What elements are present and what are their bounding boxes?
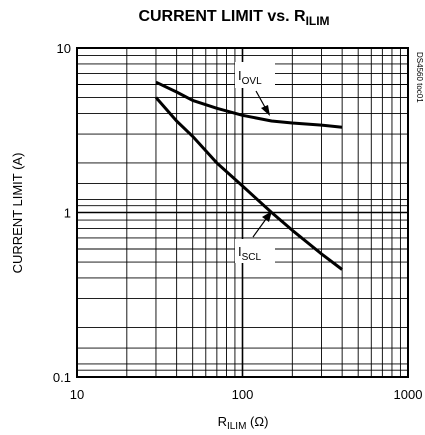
y-tick-label: 10: [57, 41, 71, 56]
x-tick-labels: 10 100 1000: [70, 387, 423, 402]
scl-label: ISCL: [238, 244, 262, 263]
series-lines: [154, 80, 344, 271]
chart-title-sub: ILIM: [306, 14, 330, 28]
plot-frame: [76, 47, 409, 378]
ovl-leader-line: [255, 90, 267, 110]
x-axis-label-unit: (Ω): [246, 414, 268, 429]
y-tick-labels: 0.1 1 10: [53, 41, 71, 385]
x-axis-label: RILIM (Ω): [218, 414, 269, 432]
ovl-label-bg: [235, 62, 275, 88]
scl-leader-line: [252, 218, 267, 238]
ovl-label-main: I: [238, 68, 242, 83]
ovl-leader-arrow: [261, 105, 270, 116]
plot-grid: [77, 48, 408, 377]
series-line-iscl: [154, 96, 344, 271]
x-axis-label-main: R: [218, 414, 227, 429]
y-axis-label: CURRENT LIMIT (A): [10, 153, 25, 274]
figure-code: DS4560 toc01: [415, 52, 424, 103]
scl-label-main: I: [238, 244, 242, 259]
x-axis-label-sub: ILIM: [227, 421, 246, 432]
chart-title-main: CURRENT LIMIT vs. R: [138, 8, 306, 25]
ovl-label: IOVL: [238, 68, 262, 87]
scl-leader-arrow: [262, 211, 272, 222]
y-tick-label: 1: [64, 206, 71, 221]
x-tick-label: 1000: [394, 387, 423, 402]
series-line-iovl: [155, 80, 343, 129]
scl-label-sub: SCL: [242, 252, 262, 263]
ovl-label-sub: OVL: [242, 76, 262, 87]
scl-label-bg: [235, 239, 275, 263]
chart-title: CURRENT LIMIT vs. RILIM: [138, 8, 329, 28]
x-tick-label: 100: [232, 387, 254, 402]
y-tick-label: 0.1: [53, 370, 71, 385]
x-tick-label: 10: [70, 387, 84, 402]
